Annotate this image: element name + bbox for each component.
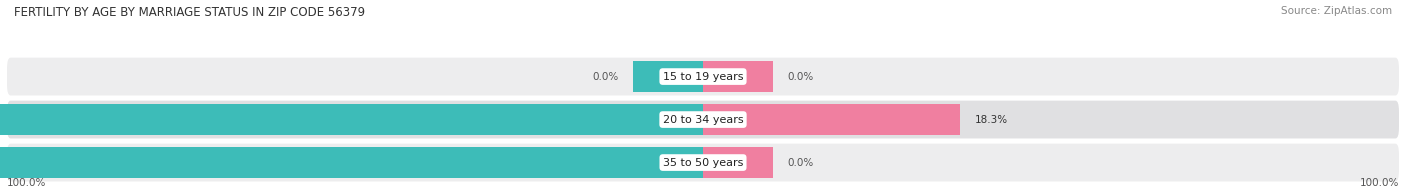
Text: 0.0%: 0.0% bbox=[787, 72, 814, 82]
Text: FERTILITY BY AGE BY MARRIAGE STATUS IN ZIP CODE 56379: FERTILITY BY AGE BY MARRIAGE STATUS IN Z… bbox=[14, 6, 366, 19]
Bar bbox=[633, 61, 703, 92]
Text: 35 to 50 years: 35 to 50 years bbox=[662, 158, 744, 168]
Bar bbox=[0, 147, 703, 178]
Bar bbox=[703, 104, 960, 135]
Bar bbox=[703, 147, 773, 178]
Text: 0.0%: 0.0% bbox=[592, 72, 619, 82]
Text: Source: ZipAtlas.com: Source: ZipAtlas.com bbox=[1281, 6, 1392, 16]
Bar bbox=[703, 61, 773, 92]
Text: 20 to 34 years: 20 to 34 years bbox=[662, 114, 744, 125]
FancyBboxPatch shape bbox=[7, 144, 1399, 181]
Text: 0.0%: 0.0% bbox=[787, 158, 814, 168]
Text: 15 to 19 years: 15 to 19 years bbox=[662, 72, 744, 82]
Text: 18.3%: 18.3% bbox=[974, 114, 1008, 125]
FancyBboxPatch shape bbox=[7, 58, 1399, 95]
Bar bbox=[0, 104, 703, 135]
Text: 100.0%: 100.0% bbox=[7, 178, 46, 188]
FancyBboxPatch shape bbox=[7, 101, 1399, 139]
Text: 100.0%: 100.0% bbox=[1360, 178, 1399, 188]
